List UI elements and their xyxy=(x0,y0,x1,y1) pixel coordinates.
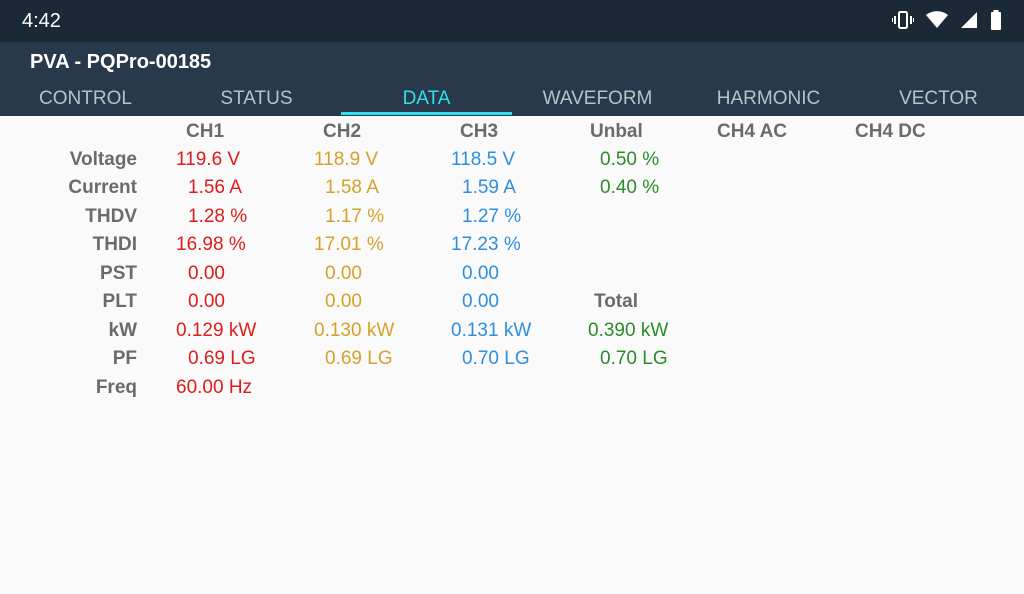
vibrate-icon xyxy=(892,10,914,30)
thdi-ch3: 17.23 % xyxy=(451,234,521,255)
row-label-kw: kW xyxy=(108,320,138,341)
tab-data[interactable]: DATA xyxy=(402,88,451,109)
plt-ch3: 0.00 xyxy=(462,291,499,312)
row-label-current: Current xyxy=(68,177,137,198)
pf-ch3: 0.70 LG xyxy=(462,348,530,369)
tab-control[interactable]: CONTROL xyxy=(39,88,132,109)
header-ch4-dc: CH4 DC xyxy=(855,121,926,142)
tab-harmonic[interactable]: HARMONIC xyxy=(716,88,821,109)
kw-ch2: 0.130 kW xyxy=(314,320,395,341)
row-label-plt: PLT xyxy=(102,291,137,312)
row-label-thdi: THDI xyxy=(92,234,137,255)
header-unbal: Unbal xyxy=(590,121,643,142)
app-bar: PVA - PQPro-00185 CONTROL STATUS DATA WA… xyxy=(0,42,1024,116)
battery-icon xyxy=(990,10,1002,30)
tab-bar: CONTROL STATUS DATA WAVEFORM HARMONIC VE… xyxy=(0,82,1024,116)
pst-ch2: 0.00 xyxy=(325,263,362,284)
app-title: PVA - PQPro-00185 xyxy=(30,51,212,73)
header-ch4-ac: CH4 AC xyxy=(717,121,788,142)
tab-vector[interactable]: VECTOR xyxy=(899,88,978,109)
current-unbal: 0.40 % xyxy=(600,177,660,198)
freq-ch1: 60.00 Hz xyxy=(176,377,253,398)
voltage-ch1: 119.6 V xyxy=(176,149,241,170)
tab-status[interactable]: STATUS xyxy=(220,88,293,109)
header-total: Total xyxy=(594,291,638,312)
pf-total: 0.70 LG xyxy=(600,348,668,369)
pf-ch1: 0.69 LG xyxy=(188,348,256,369)
current-ch3: 1.59 A xyxy=(462,177,516,198)
thdv-ch2: 1.17 % xyxy=(325,206,385,227)
row-label-pf: PF xyxy=(112,348,137,369)
tab-waveform[interactable]: WAVEFORM xyxy=(542,88,653,109)
row-label-freq: Freq xyxy=(95,377,137,398)
plt-ch1: 0.00 xyxy=(188,291,225,312)
thdv-ch1: 1.28 % xyxy=(188,206,248,227)
kw-ch3: 0.131 kW xyxy=(451,320,532,341)
voltage-ch2: 118.9 V xyxy=(314,149,379,170)
row-label-thdv: THDV xyxy=(85,206,137,227)
wifi-icon xyxy=(926,11,948,29)
pst-ch3: 0.00 xyxy=(462,263,499,284)
current-ch1: 1.56 A xyxy=(188,177,242,198)
row-label-pst: PST xyxy=(100,263,137,284)
kw-total: 0.390 kW xyxy=(588,320,669,341)
header-ch2: CH2 xyxy=(323,121,362,142)
current-ch2: 1.58 A xyxy=(325,177,379,198)
header-ch3: CH3 xyxy=(460,121,499,142)
thdi-ch1: 16.98 % xyxy=(176,234,246,255)
voltage-unbal: 0.50 % xyxy=(600,149,660,170)
row-label-voltage: Voltage xyxy=(69,149,137,170)
voltage-ch3: 118.5 V xyxy=(451,149,516,170)
thdv-ch3: 1.27 % xyxy=(462,206,522,227)
plt-ch2: 0.00 xyxy=(325,291,362,312)
pf-ch2: 0.69 LG xyxy=(325,348,393,369)
data-table: CH1 CH2 CH3 Unbal CH4 AC CH4 DC Voltage … xyxy=(0,116,1024,594)
pst-ch1: 0.00 xyxy=(188,263,225,284)
cellular-signal-icon xyxy=(960,11,978,29)
active-tab-indicator xyxy=(341,112,512,115)
status-bar: 4:42 xyxy=(0,0,1024,42)
clock: 4:42 xyxy=(22,10,61,32)
header-ch1: CH1 xyxy=(186,121,225,142)
kw-ch1: 0.129 kW xyxy=(176,320,257,341)
thdi-ch2: 17.01 % xyxy=(314,234,384,255)
